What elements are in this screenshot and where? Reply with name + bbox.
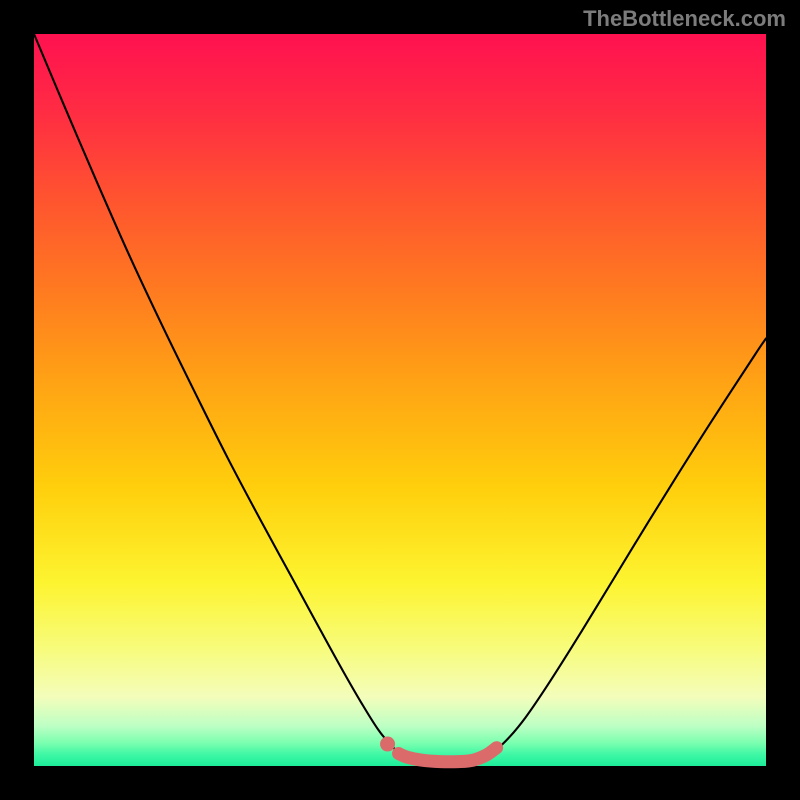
plot-background (34, 34, 766, 766)
chart-root: TheBottleneck.com (0, 0, 800, 800)
chart-svg (0, 0, 800, 800)
highlight-dot (380, 737, 395, 752)
